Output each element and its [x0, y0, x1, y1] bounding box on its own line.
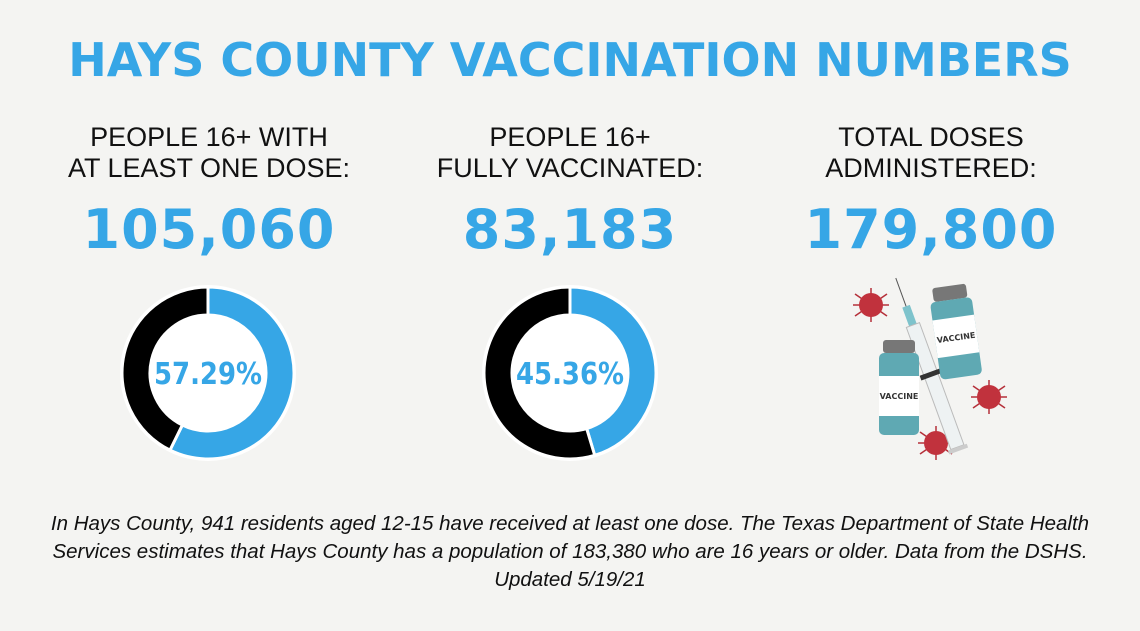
- stat-value: 105,060: [82, 198, 336, 261]
- vial-label: VACCINE: [880, 392, 919, 401]
- vaccine-vial-icon: VACCINE: [930, 283, 982, 380]
- stat-fully-vaccinated: PEOPLE 16+ FULLY VACCINATED: 83,183: [405, 122, 735, 261]
- stat-label: PEOPLE 16+ WITH AT LEAST ONE DOSE:: [67, 122, 351, 183]
- virus-icon: [918, 426, 954, 460]
- vaccine-illustration: VACCINE VACCINE: [853, 277, 1007, 460]
- vaccine-vial-icon: VACCINE: [879, 340, 919, 435]
- page-title: HAYS COUNTY VACCINATION NUMBERS: [68, 33, 1072, 87]
- stat-value: 179,800: [804, 198, 1058, 261]
- footnote: In Hays County, 941 residents aged 12-15…: [50, 512, 1090, 591]
- virus-icon: [971, 380, 1007, 414]
- stat-at-least-one-dose: PEOPLE 16+ WITH AT LEAST ONE DOSE: 105,0…: [44, 122, 374, 261]
- donut-hole: [512, 315, 628, 431]
- donut-chart-fully-vaccinated: 45.36%: [482, 285, 658, 461]
- donut-center-label: 45.36%: [516, 357, 624, 392]
- donut-chart-one-dose: 57.29%: [120, 285, 296, 461]
- stat-value: 83,183: [462, 198, 678, 261]
- syringe-icon: [895, 277, 969, 455]
- donut-center-label: 57.29%: [154, 357, 262, 392]
- virus-icon: [853, 288, 889, 322]
- stat-total-doses: TOTAL DOSES ADMINISTERED: 179,800: [766, 122, 1096, 261]
- stat-label: PEOPLE 16+ FULLY VACCINATED:: [436, 122, 704, 183]
- donut-hole: [150, 315, 266, 431]
- stat-label: TOTAL DOSES ADMINISTERED:: [825, 122, 1037, 183]
